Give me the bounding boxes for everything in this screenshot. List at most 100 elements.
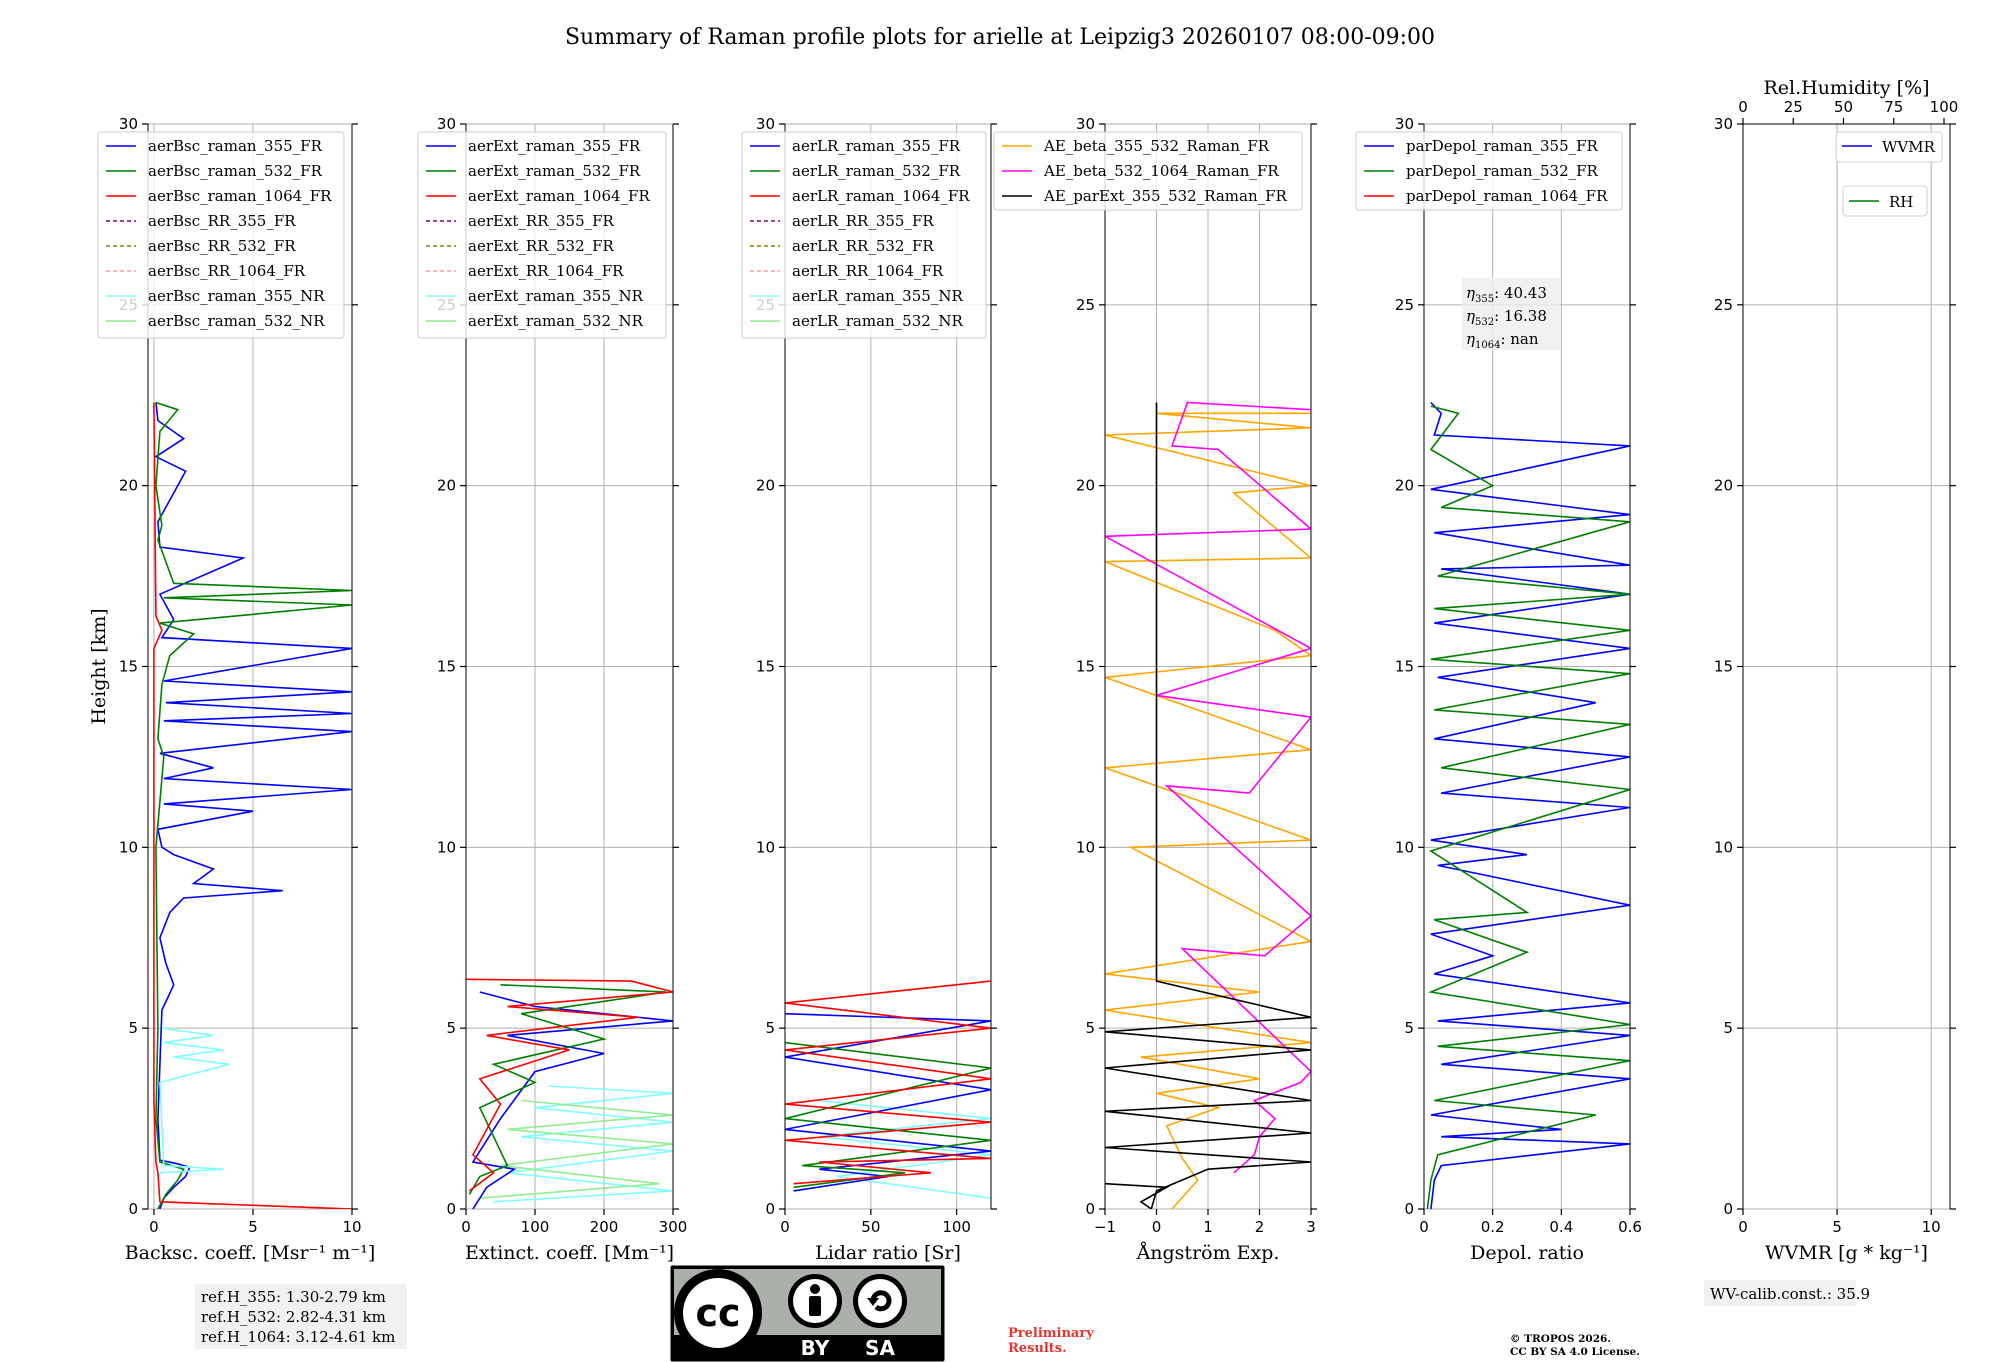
x-tick-label: 2 <box>1255 1218 1265 1236</box>
legend-label: aerLR_raman_355_FR <box>792 137 961 155</box>
x-tick-label: 0.2 <box>1481 1218 1505 1236</box>
sa-label: SA <box>865 1336 895 1360</box>
y-tick-label: 15 <box>1714 658 1733 676</box>
eta-355: η355: 40.43 <box>1466 284 1547 305</box>
legend-backscatter: aerBsc_raman_355_FR aerBsc_raman_532_FRae… <box>97 131 345 339</box>
x-tick-label: 3 <box>1306 1218 1316 1236</box>
eta-symbol: η <box>1466 330 1475 348</box>
y-axis-label: Height [km] <box>88 608 110 724</box>
legend-label: aerExt_raman_532_NR <box>468 312 644 330</box>
cc-by-sa-icon: cc BY SA <box>670 1265 945 1362</box>
legend-label: aerExt_RR_532_FR <box>468 237 615 255</box>
legend-label: parDepol_raman_532_FR <box>1406 162 1599 180</box>
sa-icon-inner <box>858 1279 902 1323</box>
y-tick-label: 5 <box>1085 1019 1095 1037</box>
legend-label: aerExt_raman_355_FR <box>468 137 641 155</box>
legend-label: aerBsc_raman_355_FR <box>148 137 323 155</box>
series-parDepol_raman_355_FR <box>1430 401 1630 1209</box>
series-aerLR_raman_355_FR <box>785 1012 991 1192</box>
x-tick-label: 1 <box>1203 1218 1213 1236</box>
series-parDepol_raman_532_FR <box>1426 405 1630 1209</box>
figure-title: Summary of Raman profile plots for ariel… <box>565 25 1435 50</box>
legend-label: aerExt_raman_1064_FR <box>468 187 650 205</box>
legend-label: aerExt_RR_355_FR <box>468 212 615 230</box>
y-tick-label: 5 <box>1723 1019 1733 1037</box>
y-tick-label: 20 <box>1395 477 1414 495</box>
legend-label: AE_beta_355_532_Raman_FR <box>1043 137 1270 155</box>
ref-height-532: ref.H_532: 2.82-4.31 km <box>201 1308 386 1326</box>
x-tick-label: 0.6 <box>1618 1218 1642 1236</box>
wv-calib-text: WV-calib.const.: 35.9 <box>1710 1285 1870 1303</box>
y-tick-label: 15 <box>756 658 775 676</box>
y-tick-label: 0 <box>446 1200 456 1218</box>
x-tick-label: 0 <box>1152 1218 1162 1236</box>
panel-water_vapor: 0 5 10 15 20 25 30 0 5 10 WVMR [g * kg⁻¹] 0 25 50 75 10… <box>1714 77 1958 1264</box>
legend-angstrom: AE_beta_355_532_Raman_FR AE_beta_532_1064… <box>993 131 1303 211</box>
eta-value: : nan <box>1500 330 1538 348</box>
x-axis-label: Lidar ratio [Sr] <box>815 1242 961 1264</box>
eta-value: : 40.43 <box>1494 284 1547 302</box>
panel-depolarization: 0 5 10 15 20 25 30 0 0.2 0.4 0.6 Depol. ratio parDep… <box>1355 115 1642 1264</box>
series-AE_beta_355_532_Raman_FR <box>1105 412 1311 1209</box>
preliminary-line-1: Preliminary <box>1008 1326 1094 1341</box>
x-tick-label: −1 <box>1094 1218 1116 1236</box>
y-tick-label: 30 <box>756 115 775 133</box>
top-x-tick-label: 100 <box>1930 98 1959 116</box>
y-tick-label: 10 <box>756 838 775 856</box>
legend-box <box>97 131 345 339</box>
y-tick-label: 25 <box>1714 296 1733 314</box>
legend-wvmr: WVMR <box>1835 131 1943 163</box>
legend-label: aerBsc_raman_1064_FR <box>148 187 332 205</box>
series-group <box>1426 401 1630 1209</box>
y-tick-label: 20 <box>1714 477 1733 495</box>
x-tick-label: 10 <box>1922 1218 1941 1236</box>
ref-heights-box: ref.H_355: 1.30-2.79 km ref.H_532: 2.82-… <box>195 1284 407 1349</box>
y-tick-label: 15 <box>119 658 138 676</box>
x-tick-label: 300 <box>659 1218 688 1236</box>
series-group <box>153 401 352 1209</box>
legend-lidar_ratio: aerLR_raman_355_FR aerLR_raman_532_FR aerL… <box>741 131 987 339</box>
legend-label: aerBsc_RR_355_FR <box>148 212 296 230</box>
series-AE_beta_532_1064_Raman_FR <box>1105 401 1311 1174</box>
y-tick-label: 0 <box>1723 1200 1733 1218</box>
eta-value: : 16.38 <box>1494 307 1547 325</box>
cc-letters: cc <box>695 1291 740 1335</box>
ref-heights-background <box>195 1284 407 1349</box>
legend-label: AE_parExt_355_532_Raman_FR <box>1043 187 1288 205</box>
plot-panels: 0510152025300510Backsc. coeff. [Msr⁻¹ m⁻… <box>88 77 1958 1264</box>
y-tick-label: 20 <box>1076 477 1095 495</box>
legend-label: aerLR_RR_1064_FR <box>792 262 944 280</box>
series-aerLR_raman_532_FR <box>785 1041 991 1189</box>
x-tick-label: 200 <box>590 1218 619 1236</box>
by-person-head <box>810 1284 820 1294</box>
series-aerBsc_raman_355_NR <box>159 1027 230 1174</box>
y-tick-label: 25 <box>1395 296 1414 314</box>
y-tick-label: 5 <box>765 1019 775 1037</box>
x-tick-label: 5 <box>1832 1218 1842 1236</box>
y-tick-label: 30 <box>119 115 138 133</box>
legend-label: aerBsc_raman_532_NR <box>148 312 325 330</box>
legend-rh: RH <box>1842 185 1928 217</box>
x-tick-label: 0 <box>461 1218 471 1236</box>
y-tick-label: 0 <box>765 1200 775 1218</box>
legend-label: parDepol_raman_1064_FR <box>1406 187 1608 205</box>
series-aerExt_raman_532_NR <box>479 1099 673 1199</box>
y-tick-label: 20 <box>756 477 775 495</box>
legend-label: WVMR <box>1882 138 1936 156</box>
x-tick-label: 0 <box>780 1218 790 1236</box>
y-tick-label: 10 <box>1076 838 1095 856</box>
series-group <box>785 980 991 1199</box>
x-tick-label: 0 <box>149 1218 159 1236</box>
y-tick-label: 15 <box>437 658 456 676</box>
y-tick-label: 10 <box>437 838 456 856</box>
legend-depolarization: parDepol_raman_355_FR parDepol_raman_532_… <box>1355 131 1623 211</box>
y-tick-label: 5 <box>1404 1019 1414 1037</box>
wv-calib-box: WV-calib.const.: 35.9 <box>1704 1280 1870 1306</box>
y-tick-label: 30 <box>437 115 456 133</box>
legend-box <box>993 131 1303 211</box>
legend-label: aerBsc_RR_1064_FR <box>148 262 306 280</box>
y-tick-label: 10 <box>119 838 138 856</box>
eta-symbol: η <box>1466 284 1475 302</box>
eta-subscript: 1064 <box>1475 340 1500 351</box>
copyright-line-2: CC BY SA 4.0 License. <box>1510 1346 1640 1358</box>
